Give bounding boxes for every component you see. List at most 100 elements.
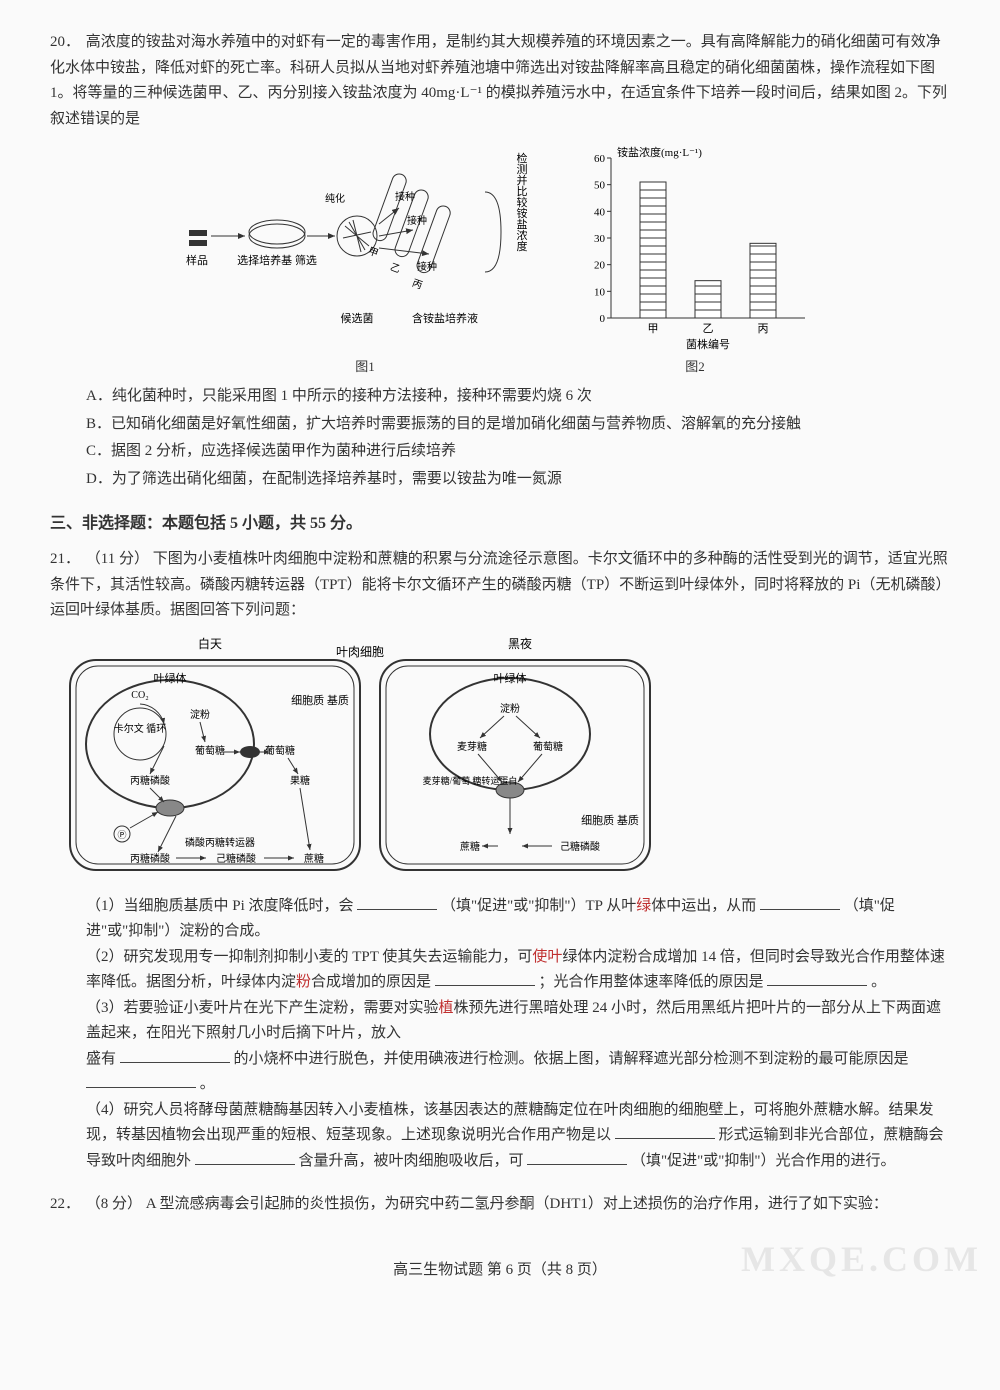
blank[interactable] xyxy=(357,895,437,910)
section-3-title: 三、非选择题：本题包括 5 小题，共 55 分。 xyxy=(50,510,950,537)
blank[interactable] xyxy=(760,895,840,910)
q21-figure: 白天 叶肉细胞 叶绿体 细胞质 基质 卡尔文 循环 CO₂ 淀粉 葡萄糖 葡萄糖… xyxy=(50,634,950,884)
svg-text:细胞质 基质: 细胞质 基质 xyxy=(291,694,349,707)
q22-stem: A 型流感病毒会引起肺的炎性损伤，为研究中药二氢丹参酮（DHT1）对上述损伤的治… xyxy=(146,1196,888,1212)
svg-text:麦芽糖/葡萄 糖转运蛋白: 麦芽糖/葡萄 糖转运蛋白 xyxy=(423,775,518,786)
svg-text:候选菌: 候选菌 xyxy=(341,311,374,325)
blank[interactable] xyxy=(435,971,535,986)
figure-2: 0102030405060铵盐浓度(mg·L⁻¹)甲乙丙菌株编号 图2 xyxy=(575,142,815,378)
q21-sub1-b2: 绿 xyxy=(636,898,651,914)
q21-sub3-a: （3）若要验证小麦叶片在光下产生淀粉，需要对实验 xyxy=(86,1000,439,1016)
q21-sub3-d: 。 xyxy=(200,1076,215,1092)
q20-figures: 样品 选择培养基 筛选 候选菌 甲 xyxy=(50,142,950,378)
svg-text:葡萄糖: 葡萄糖 xyxy=(265,744,295,757)
q21-sub1-b: （填"促进"或"抑制"）TP 从叶 xyxy=(441,898,636,914)
svg-text:丙糖磷酸: 丙糖磷酸 xyxy=(130,774,170,787)
svg-text:50: 50 xyxy=(594,180,606,192)
q20-option-b: B．已知硝化细菌是好氧性细菌，扩大培养时需要振荡的目的是增加硝化细菌与营养物质、… xyxy=(50,412,950,438)
q20-stem: 高浓度的铵盐对海水养殖中的对虾有一定的毒害作用，是制约其大规模养殖的环境因素之一… xyxy=(50,34,947,127)
svg-text:己糖磷酸: 己糖磷酸 xyxy=(560,840,600,853)
q21-sub4: （4）研究人员将酵母菌蔗糖酶基因转入小麦植株，该基因表达的蔗糖酶定位在叶肉细胞的… xyxy=(50,1098,950,1175)
q21-sub2-a2: 使叶 xyxy=(532,949,562,965)
q20-number: 20． xyxy=(50,30,82,56)
q21-sub2-a: （2）研究发现用专一抑制剂抑制小麦的 TPT 使其失去运输能力，可 xyxy=(86,949,532,965)
q21-stem: 下图为小麦植株叶肉细胞中淀粉和蔗糖的积累与分流途径示意图。卡尔文循环中的多种酶的… xyxy=(50,551,948,618)
q20-option-a: A．纯化菌种时，只能采用图 1 中所示的接种方法接种，接种环需要灼烧 6 次 xyxy=(50,384,950,410)
svg-text:丙: 丙 xyxy=(410,278,423,292)
svg-text:40: 40 xyxy=(594,206,606,218)
svg-text:60: 60 xyxy=(594,153,606,165)
blank[interactable] xyxy=(615,1124,715,1139)
svg-text:菌株编号: 菌株编号 xyxy=(686,337,730,351)
svg-text:0: 0 xyxy=(600,313,606,325)
q22-points: （8 分） xyxy=(86,1196,142,1212)
svg-text:麦芽糖: 麦芽糖 xyxy=(457,740,487,753)
svg-text:30: 30 xyxy=(594,233,606,245)
blank[interactable] xyxy=(527,1150,627,1165)
svg-text:蔗糖: 蔗糖 xyxy=(460,840,480,853)
q21-sub1-a: （1）当细胞质基质中 Pi 浓度降低时，会 xyxy=(86,898,354,914)
blank[interactable] xyxy=(120,1048,230,1063)
svg-text:含铵盐培养液: 含铵盐培养液 xyxy=(412,311,478,325)
q21-sub2-a4: 粉 xyxy=(296,974,311,990)
q21-sub2: （2）研究发现用专一抑制剂抑制小麦的 TPT 使其失去运输能力，可使叶绿体内淀粉… xyxy=(50,945,950,996)
svg-text:CO₂: CO₂ xyxy=(131,690,148,701)
svg-text:乙: 乙 xyxy=(703,322,714,335)
svg-text:淀粉: 淀粉 xyxy=(190,708,210,721)
svg-text:磷酸丙糖转运器: 磷酸丙糖转运器 xyxy=(185,836,255,849)
q21-sub2-a5: 合成增加的原因是 xyxy=(311,974,431,990)
svg-text:10: 10 xyxy=(594,286,606,298)
svg-text:淀粉: 淀粉 xyxy=(500,702,520,715)
blank[interactable] xyxy=(86,1073,196,1088)
q21-sub2-b: ；光合作用整体速率降低的原因是 xyxy=(539,974,764,990)
q21-number: 21． xyxy=(50,547,82,573)
svg-text:白天: 白天 xyxy=(198,636,222,651)
svg-text:细胞质 基质: 细胞质 基质 xyxy=(581,814,639,827)
svg-text:丙: 丙 xyxy=(758,323,769,335)
svg-text:乙: 乙 xyxy=(388,261,402,276)
svg-text:叶绿体: 叶绿体 xyxy=(494,671,527,685)
q22-number: 22． xyxy=(50,1192,82,1218)
svg-text:葡萄糖: 葡萄糖 xyxy=(195,744,225,757)
svg-text:叶绿体: 叶绿体 xyxy=(154,671,187,685)
q21-figure-svg: 白天 叶肉细胞 叶绿体 细胞质 基质 卡尔文 循环 CO₂ 淀粉 葡萄糖 葡萄糖… xyxy=(50,634,670,884)
svg-text:果糖: 果糖 xyxy=(290,774,310,787)
q20-option-d: D．为了筛选出硝化细菌，在配制选择培养基时，需要以铵盐为唯一氮源 xyxy=(50,467,950,493)
svg-text:检测并比较铵盐浓度: 检测并比较铵盐浓度 xyxy=(515,152,528,252)
svg-text:葡萄糖: 葡萄糖 xyxy=(533,740,563,753)
page-footer: 高三生物试题 第 6 页（共 8 页） xyxy=(50,1258,950,1284)
q21-sub3-a2: 植 xyxy=(439,1000,454,1016)
figure-1: 样品 选择培养基 筛选 候选菌 甲 xyxy=(185,152,545,378)
q21-sub4-d: （填"促进"或"抑制"）光合作用的进行。 xyxy=(631,1153,896,1169)
q21-sub1-b3: 体中运出，从而 xyxy=(651,898,756,914)
q21-sub3b: 盛有 的小烧杯中进行脱色，并使用碘液进行检测。依据上图，请解释遮光部分检测不到淀… xyxy=(50,1047,950,1098)
svg-text:蔗糖: 蔗糖 xyxy=(304,852,324,865)
svg-text:Ⓟ: Ⓟ xyxy=(117,830,126,840)
svg-text:丙糖磷酸: 丙糖磷酸 xyxy=(130,852,170,865)
question-20: 20． 高浓度的铵盐对海水养殖中的对虾有一定的毒害作用，是制约其大规模养殖的环境… xyxy=(50,30,950,492)
svg-text:叶肉细胞: 叶肉细胞 xyxy=(336,645,384,659)
q21-points: （11 分） xyxy=(86,551,149,567)
svg-text:己糖磷酸: 己糖磷酸 xyxy=(216,852,256,865)
svg-text:20: 20 xyxy=(594,260,606,272)
blank[interactable] xyxy=(767,971,867,986)
svg-text:黑夜: 黑夜 xyxy=(508,636,532,651)
q21-sub3-b: 盛有 xyxy=(86,1051,116,1067)
question-21: 21． （11 分） 下图为小麦植株叶肉细胞中淀粉和蔗糖的积累与分流途径示意图。… xyxy=(50,547,950,1174)
svg-text:接种: 接种 xyxy=(407,214,427,227)
q20-option-c: C．据图 2 分析，应选择候选菌甲作为菌种进行后续培养 xyxy=(50,439,950,465)
q21-sub2-c: 。 xyxy=(871,974,886,990)
blank[interactable] xyxy=(195,1150,295,1165)
q21-sub1: （1）当细胞质基质中 Pi 浓度降低时，会 （填"促进"或"抑制"）TP 从叶绿… xyxy=(50,894,950,945)
svg-text:接种: 接种 xyxy=(395,190,415,203)
figure-1-caption: 图1 xyxy=(185,356,545,378)
svg-text:接种: 接种 xyxy=(417,260,437,273)
figure-1-svg: 样品 选择培养基 筛选 候选菌 甲 xyxy=(185,152,545,352)
figure-2-svg: 0102030405060铵盐浓度(mg·L⁻¹)甲乙丙菌株编号 xyxy=(575,142,815,352)
question-22: 22． （8 分） A 型流感病毒会引起肺的炎性损伤，为研究中药二氢丹参酮（DH… xyxy=(50,1192,950,1218)
svg-text:选择培养基 筛选: 选择培养基 筛选 xyxy=(237,253,317,267)
svg-text:纯化: 纯化 xyxy=(325,192,345,205)
q21-sub3: （3）若要验证小麦叶片在光下产生淀粉，需要对实验植株预先进行黑暗处理 24 小时… xyxy=(50,996,950,1047)
figure-2-caption: 图2 xyxy=(575,356,815,378)
q21-sub3-c: 的小烧杯中进行脱色，并使用碘液进行检测。依据上图，请解释遮光部分检测不到淀粉的最… xyxy=(234,1051,909,1067)
